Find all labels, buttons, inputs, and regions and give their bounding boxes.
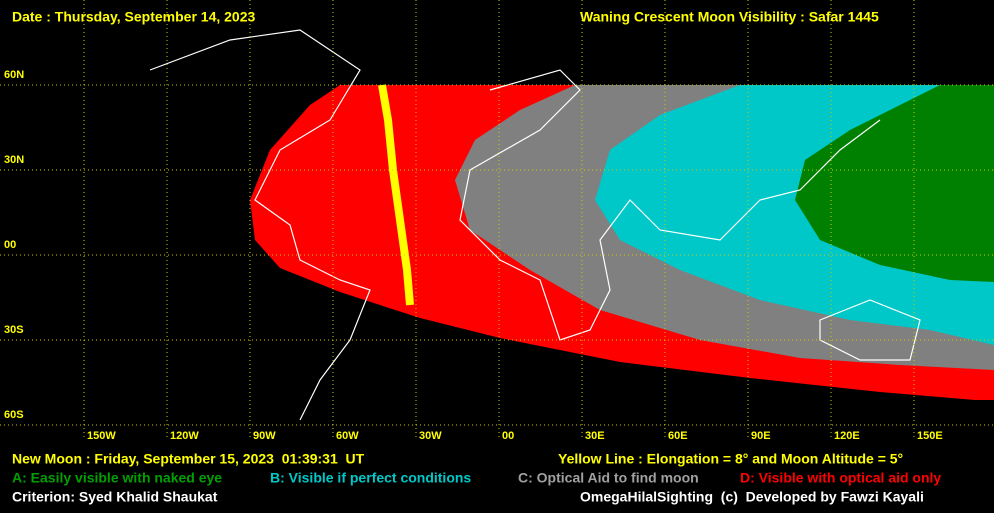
zone-a [795, 85, 994, 282]
longitude-label: 90W [253, 430, 276, 442]
legend-c: C: Optical Aid to find moon [518, 470, 699, 486]
longitude-label: 60E [668, 430, 688, 442]
longitude-label: 120W [170, 430, 199, 442]
legend-d: D: Visible with optical aid only [740, 470, 941, 486]
latitude-label: 60S [4, 409, 24, 421]
longitude-label: 150W [87, 430, 116, 442]
latitude-label: 00 [4, 239, 16, 251]
longitude-label: 00 [502, 430, 514, 442]
credit: OmegaHilalSighting (c) Developed by Fawz… [580, 489, 924, 505]
date: Date : Thursday, September 14, 2023 [12, 9, 255, 25]
criterion: Criterion: Syed Khalid Shaukat [12, 489, 218, 505]
longitude-label: 60W [336, 430, 359, 442]
latitude-label: 30S [4, 324, 24, 336]
longitude-label: 120E [834, 430, 860, 442]
longitude-label: 90E [751, 430, 771, 442]
latitude-label: 60N [4, 69, 24, 81]
eurasia-africa-outline [459, 69, 881, 341]
latitude-label: 30N [4, 154, 24, 166]
legend-b: B: Visible if perfect conditions [270, 470, 471, 486]
americas-outline [149, 29, 371, 421]
yellow-line-note: Yellow Line : Elongation = 8° and Moon A… [558, 451, 903, 467]
yellow-line [378, 84, 414, 306]
new-moon: New Moon : Friday, September 15, 2023 01… [12, 451, 365, 467]
longitude-label: 30E [585, 430, 605, 442]
longitude-label: 30W [419, 430, 442, 442]
longitude-label: 150E [917, 430, 943, 442]
map-title: Waning Crescent Moon Visibility : Safar … [580, 9, 879, 25]
legend-a: A: Easily visible with naked eye [12, 470, 222, 486]
